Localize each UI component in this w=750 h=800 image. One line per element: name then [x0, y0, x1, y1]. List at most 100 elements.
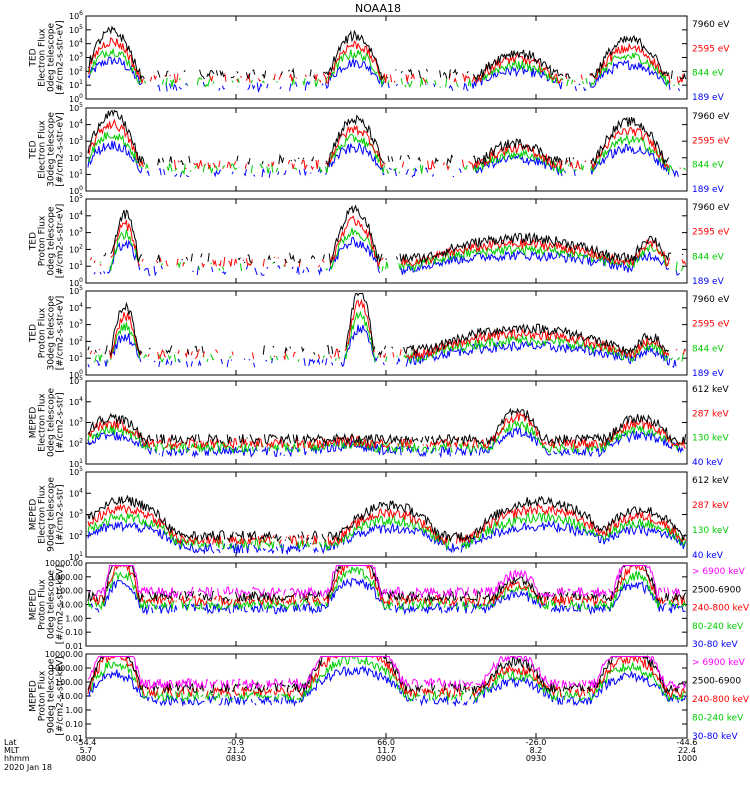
legend-entry: 844 eV [692, 344, 725, 354]
y-tick-label: 10000.00 [45, 559, 83, 568]
y-axis-label: MEPEDElectron Flux90deg telescope[#/cm2-… [29, 477, 66, 552]
y-tick-label: 101 [69, 352, 83, 363]
legend-entry: 80-240 keV [692, 622, 744, 632]
legend-entry: 240-800 keV [692, 604, 750, 614]
series-trace [104, 206, 686, 263]
y-tick-label: 102 [69, 335, 83, 346]
y-tick-label: 103 [69, 319, 83, 330]
x-row-value: 21.2 [227, 746, 245, 755]
series-trace [87, 494, 686, 543]
legend-entry: 80-240 keV [692, 714, 744, 724]
y-tick-label: 104 [69, 38, 83, 49]
y-tick-label: 1000.00 [50, 664, 83, 673]
legend-entry: 240-800 keV [692, 695, 750, 705]
y-tick-label: 104 [69, 302, 83, 313]
x-row-value: 0900 [376, 754, 396, 763]
y-axis-label: TEDElectron Flux30deg telescope[#/cm2-s-… [29, 112, 66, 187]
panel-frame [85, 290, 688, 376]
y-tick-label: 102 [69, 530, 83, 541]
y-tick-label: 101 [69, 168, 83, 179]
series-trace [87, 512, 687, 551]
legend-entry: 2500-6900 [692, 585, 741, 595]
y-tick-label: 100 [69, 93, 83, 104]
legend-entry: 30-80 keV [692, 732, 738, 742]
series-trace [89, 298, 686, 361]
y-tick-label: 105 [69, 466, 83, 477]
x-row-value: 22.4 [678, 746, 696, 755]
y-tick-label: 103 [69, 52, 83, 63]
x-row-value: -26.0 [526, 738, 547, 747]
x-row-value: -54.4 [76, 738, 97, 747]
x-row-value: 0930 [526, 754, 546, 763]
panel-8: 0.01 0.10 1.00 10.00 100.00 1000.00 10000.00ME… [29, 650, 750, 743]
legend-entry: 2595 eV [692, 136, 730, 146]
x-row-label: Lat [4, 738, 17, 747]
y-tick-label: 101 [69, 458, 83, 469]
y-tick-label: 101 [69, 260, 83, 271]
y-tick-label: 104 [69, 119, 83, 130]
legend-entry: 189 eV [692, 185, 725, 195]
legend-entry: 287 keV [692, 409, 729, 419]
y-tick-label: 0.10 [65, 720, 83, 729]
y-tick-label: 10.00 [60, 692, 83, 701]
y-tick-label: 1000.00 [50, 573, 83, 582]
y-tick-label: 10.00 [60, 601, 83, 610]
y-tick-label: 103 [69, 227, 83, 238]
y-tick-label: 102 [69, 243, 83, 254]
legend-entry: 844 eV [692, 69, 725, 79]
y-tick-label: 102 [69, 152, 83, 163]
y-tick-label: 105 [69, 24, 83, 35]
x-row-value: 11.7 [377, 746, 395, 755]
series-trace [87, 503, 686, 547]
x-row-value: 1000 [677, 754, 697, 763]
x-row-label: MLT [4, 746, 19, 755]
y-axis-label: MEPEDProton Flux90deg telescope[#/cm2-s-… [29, 656, 66, 735]
y-tick-label: 103 [69, 509, 83, 520]
y-tick-label: 103 [69, 135, 83, 146]
legend-entry: 7960 eV [692, 203, 730, 213]
y-tick-label: 104 [69, 210, 83, 221]
panel-7: 0.01 0.10 1.00 10.00 100.00 1000.00 10000.00ME… [29, 559, 750, 651]
y-tick-label: 100 [69, 369, 83, 380]
legend-entry: 40 keV [692, 458, 724, 468]
legend-entry: 7960 eV [692, 20, 730, 30]
legend-entry: 30-80 keV [692, 640, 738, 650]
x-row-value: 8.2 [530, 746, 543, 755]
legend-entry: 7960 eV [692, 112, 730, 122]
x-row-value: 66.0 [377, 738, 395, 747]
series-trace [87, 407, 687, 446]
panel-frame [85, 562, 688, 647]
y-tick-label: 103 [69, 417, 83, 428]
y-tick-label: 102 [69, 65, 83, 76]
y-tick-label: 104 [69, 396, 83, 407]
y-tick-label: 1.00 [65, 614, 83, 623]
y-axis-label: TEDElectron Flux0deg telescope[#/cm2-s-s… [29, 20, 66, 95]
series-trace [87, 566, 687, 612]
legend-entry: 40 keV [692, 551, 724, 561]
y-tick-label: 10000.00 [45, 650, 83, 659]
series-trace [93, 310, 685, 364]
x-row-value: 0830 [226, 754, 246, 763]
legend-entry: 287 keV [692, 501, 729, 511]
legend-entry: 612 keV [692, 385, 729, 395]
legend-entry: 2595 eV [692, 320, 730, 330]
x-row-value: 5.7 [80, 746, 93, 755]
y-tick-label: 0.01 [65, 642, 83, 651]
series-trace [87, 293, 686, 357]
panel-frame [85, 107, 688, 192]
legend-entry: 130 keV [692, 434, 729, 444]
y-tick-label: 102 [69, 437, 83, 448]
y-tick-label: 105 [69, 285, 83, 296]
x-row-value: -44.6 [677, 738, 698, 747]
legend-entry: 612 keV [692, 476, 729, 486]
legend-entry: 130 keV [692, 526, 729, 536]
legend-entry: 844 eV [692, 161, 725, 171]
y-axis-label: TEDProton Flux30deg telescope[#/cm2-s-st… [29, 295, 66, 370]
x-row-value: 0800 [76, 754, 96, 763]
legend-entry: 189 eV [692, 369, 725, 379]
